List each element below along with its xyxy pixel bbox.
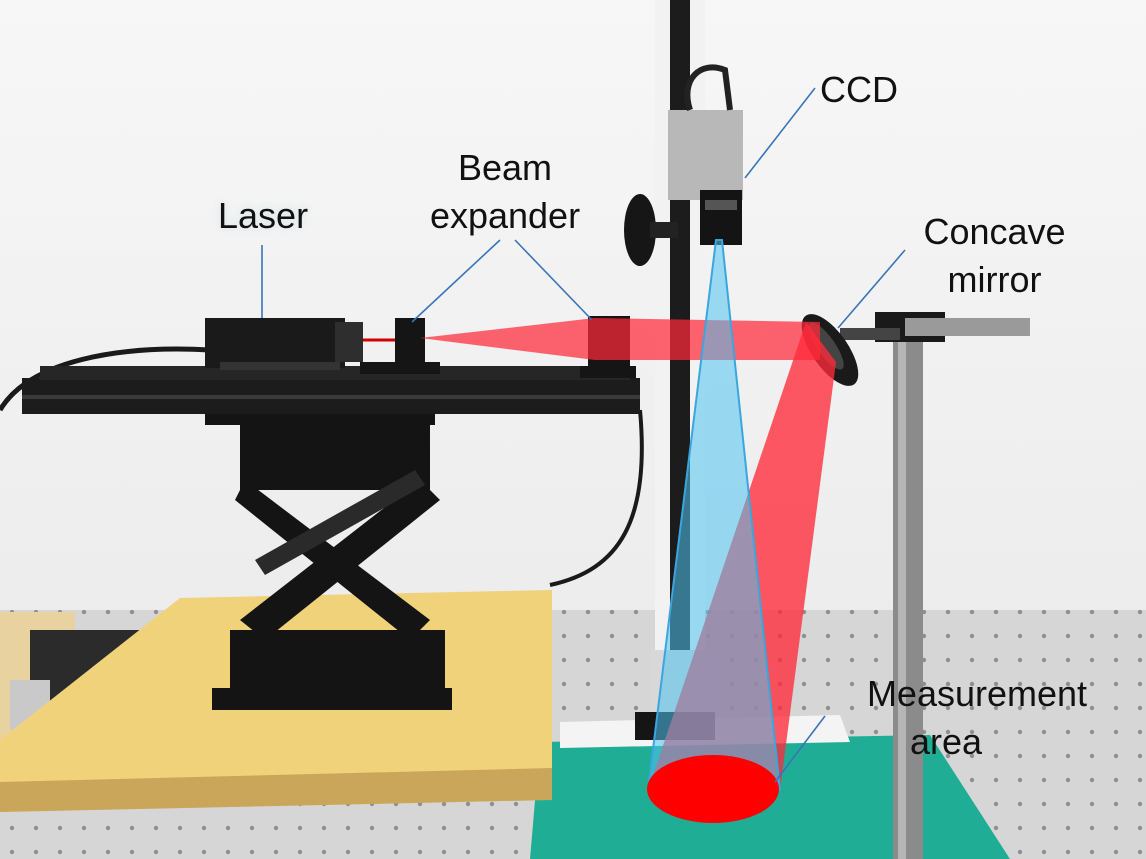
- camera-cable: [549, 409, 644, 587]
- label-measurement-area: Measurement area: [852, 670, 1102, 766]
- label-concave-mirror: Concave mirror: [912, 208, 1077, 304]
- optical-rail: [22, 366, 640, 414]
- label-beam-expander-line1: Beam: [457, 147, 553, 188]
- beam-expander-lens-1: [360, 318, 440, 374]
- callout-concave-mirror: [837, 249, 906, 329]
- label-measurement-area-line1: Measurement: [866, 673, 1088, 714]
- callout-lines: [261, 87, 906, 783]
- lab-jack: [205, 405, 452, 710]
- label-concave-mirror-line1: Concave: [923, 211, 1066, 252]
- label-beam-expander-line2: expander: [429, 195, 581, 236]
- label-measurement-area-line2: area: [910, 721, 983, 762]
- laser-device: [205, 318, 363, 370]
- label-ccd: CCD: [820, 69, 898, 110]
- label-beam-expander: Beam expander: [420, 144, 590, 240]
- callout-ccd: [744, 87, 816, 179]
- label-concave-mirror-line2: mirror: [947, 259, 1042, 300]
- callout-measurement-area: [774, 715, 826, 783]
- mirror-stand: [840, 312, 1030, 859]
- laser-cable: [0, 346, 211, 412]
- ccd-camera: [668, 64, 743, 245]
- callout-beam-expander-right: [514, 239, 593, 321]
- measurement-spot: [647, 755, 779, 823]
- label-laser: Laser: [218, 195, 309, 236]
- callout-beam-expander-left: [411, 239, 501, 323]
- focus-knob: [624, 194, 678, 266]
- camera-field-of-view: [646, 239, 782, 791]
